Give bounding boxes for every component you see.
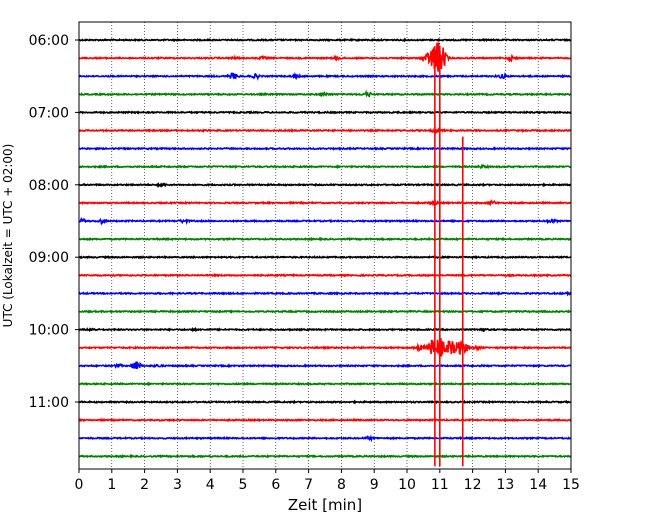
event-lines <box>434 46 464 467</box>
trace-line <box>78 199 572 207</box>
trace-line <box>78 110 572 115</box>
trace-line <box>78 37 572 43</box>
y-tick-label: 11:00 <box>29 395 69 411</box>
y-tick-label: 10:00 <box>29 323 69 339</box>
x-tick-label: 11 <box>431 477 449 493</box>
x-tick-label: 12 <box>464 477 482 493</box>
trace-line <box>78 272 572 278</box>
x-axis-label: Zeit [min] <box>288 496 362 514</box>
seismic-traces <box>78 37 572 459</box>
x-tick-label: 14 <box>529 477 547 493</box>
x-tick-label: 7 <box>304 477 313 493</box>
x-axis-ticks: 0 1 2 3 4 5 6 7 8 9 10 11 12 13 14 15 <box>75 469 580 493</box>
trace-line <box>78 399 572 405</box>
trace-line <box>78 71 572 81</box>
trace-line <box>78 361 572 370</box>
x-tick-label: 2 <box>140 477 149 493</box>
y-tick-label: 09:00 <box>29 250 69 266</box>
x-tick-label: 6 <box>271 477 280 493</box>
trace-line <box>79 309 572 314</box>
trace-line <box>78 89 572 98</box>
y-tick-label: 06:00 <box>29 33 69 49</box>
x-tick-label: 10 <box>398 477 416 493</box>
trace-line <box>78 42 572 72</box>
trace-line <box>78 453 572 459</box>
trace-line <box>78 163 572 170</box>
trace-line <box>78 434 572 443</box>
plot-frame <box>78 21 572 470</box>
trace-line <box>78 291 572 297</box>
trace-line <box>78 338 572 357</box>
trace-line <box>78 381 572 387</box>
y-axis-label: UTC (Lokalzeit = UTC + 02:00) <box>1 144 15 328</box>
trace-line <box>78 327 572 333</box>
trace-line <box>78 216 572 226</box>
x-tick-label: 0 <box>75 477 84 493</box>
x-tick-label: 3 <box>173 477 182 493</box>
y-tick-label: 08:00 <box>29 178 69 194</box>
x-tick-label: 5 <box>239 477 248 493</box>
x-tick-label: 8 <box>337 477 346 493</box>
trace-line <box>78 127 572 134</box>
x-tick-label: 4 <box>206 477 215 493</box>
x-tick-label: 15 <box>562 477 580 493</box>
trace-line <box>78 146 572 151</box>
y-tick-label: 07:00 <box>29 105 69 121</box>
trace-line <box>78 182 572 188</box>
trace-line <box>78 236 572 242</box>
vertical-gridlines <box>111 22 539 469</box>
x-tick-label: 9 <box>370 477 379 493</box>
y-axis-ticks: 06:00 07:00 08:00 09:00 10:00 11:00 <box>29 33 79 411</box>
trace-line <box>78 417 572 423</box>
x-tick-label: 13 <box>496 477 514 493</box>
trace-line <box>78 254 572 260</box>
x-tick-label: 1 <box>107 477 116 493</box>
